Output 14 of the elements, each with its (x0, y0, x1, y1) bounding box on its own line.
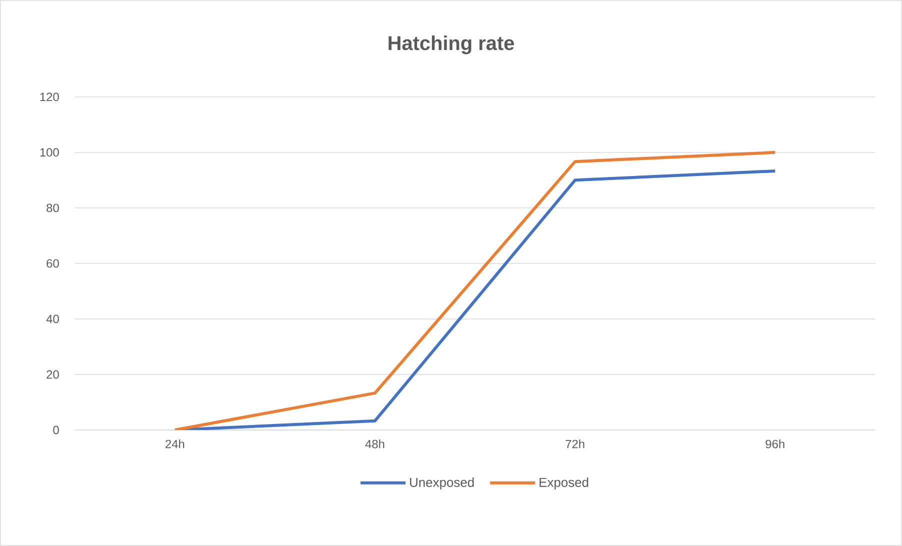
x-tick-label: 96h (766, 440, 784, 448)
legend-label: Unexposed (410, 478, 474, 490)
y-tick-label: 40 (46, 314, 59, 324)
x-tick-label: 48h (365, 440, 384, 448)
y-tick-label: 60 (46, 259, 59, 268)
y-tick-label: 0 (53, 426, 59, 434)
x-tick-label: 72h (566, 440, 584, 448)
y-tick-label: 80 (46, 204, 59, 212)
y-tick-label: 120 (40, 92, 59, 102)
y-tick-label: 100 (40, 148, 59, 157)
chart-title: Hatching rate (388, 36, 514, 54)
legend-label: Exposed (540, 478, 588, 490)
x-tick-label: 24h (166, 440, 184, 448)
y-tick-label: 20 (46, 370, 59, 379)
